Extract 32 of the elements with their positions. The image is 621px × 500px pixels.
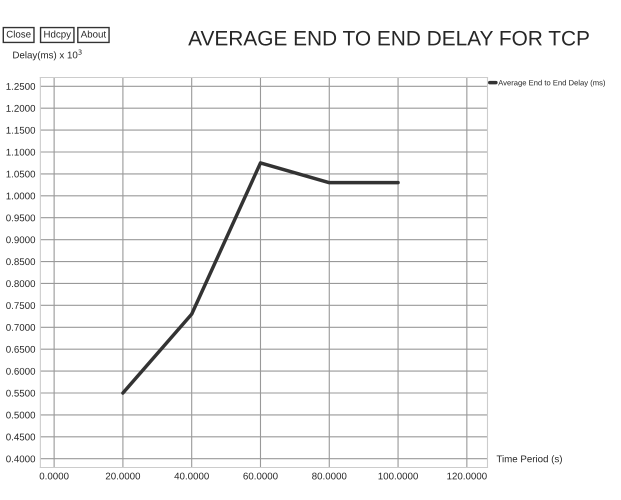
y-tick-label: 0.5500	[6, 390, 36, 397]
line-series	[121, 161, 400, 395]
x-axis-title: Time Period (s)	[496, 455, 562, 464]
chart-title: AVERAGE END TO END DELAY FOR TCP	[188, 30, 589, 46]
y-tick-label: 1.0000	[6, 192, 36, 200]
x-tick-label: 40.0000	[174, 472, 209, 480]
y-tick-label: 0.8000	[6, 280, 36, 288]
y-tick-label: 0.4000	[6, 455, 36, 462]
y-tick-label: 0.6500	[6, 346, 36, 353]
y-tick-label: 1.2500	[6, 83, 36, 90]
y-tick-label: 0.9500	[6, 214, 36, 222]
y-tick-label: 0.6000	[6, 368, 36, 375]
y-tick-label: 0.7000	[6, 324, 36, 331]
y-tick-label: 1.1500	[6, 126, 36, 134]
y-tick-label: 1.0500	[6, 170, 36, 178]
x-tick-label: 80.0000	[312, 472, 346, 480]
text: Hdcpy	[44, 30, 72, 40]
y-tick-label: 1.2000	[6, 104, 36, 112]
y-tick-label: 1.1000	[6, 148, 36, 156]
y-tick-label: 0.5000	[6, 412, 36, 419]
x-tick-label: 20.0000	[106, 472, 140, 480]
y-tick-label: 0.7500	[6, 302, 36, 309]
x-tick-label: 60.0000	[243, 472, 278, 480]
x-tick-label: 100.0000	[378, 472, 418, 480]
y-tick-label: 0.4500	[6, 434, 36, 440]
y-axis-title: Delay(ms) x 10$^{3}$	[13, 50, 82, 60]
text: Close	[6, 30, 31, 38]
text: About	[80, 30, 106, 38]
y-tick-label: 0.8500	[6, 258, 36, 266]
y-tick-label: 0.9000	[6, 236, 36, 244]
x-tick-label: 120.0000	[447, 472, 487, 480]
x-tick-label: 0.0000	[40, 472, 69, 480]
